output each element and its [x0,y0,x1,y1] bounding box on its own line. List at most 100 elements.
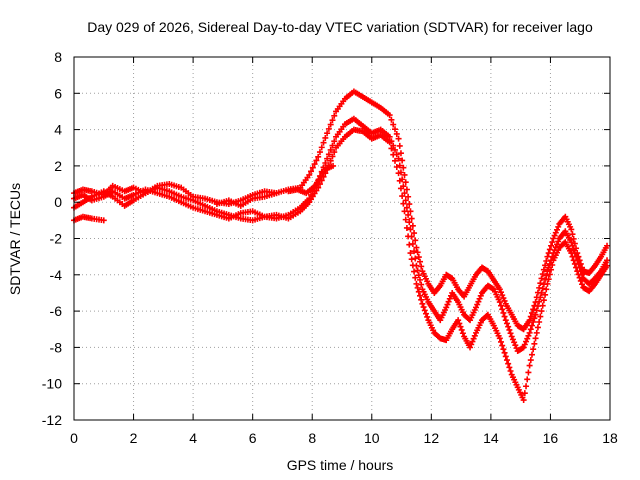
data-point [308,168,315,175]
data-point [327,146,334,153]
data-point [555,238,562,245]
data-point [400,164,407,171]
data-point [532,311,539,318]
data-point [390,121,397,128]
data-point [411,230,418,237]
data-point [524,376,531,383]
data-point [407,250,414,257]
data-point [445,298,452,305]
data-point [498,338,505,345]
data-point [499,306,506,313]
data-point [317,173,324,180]
x-tick-label: 18 [602,430,618,446]
data-point [550,235,557,242]
data-point [415,254,422,261]
data-point [604,262,611,269]
data-point [537,313,544,320]
data-point [537,280,544,287]
data-point [509,336,516,343]
data-point [399,193,406,200]
data-point [470,335,477,342]
data-point [469,338,476,345]
data-point [396,142,403,149]
data-point [571,260,578,267]
data-point [443,304,450,311]
data-point [417,258,424,265]
data-point [306,171,313,178]
data-point [496,299,503,306]
data-point [319,169,326,176]
data-point [405,193,412,200]
data-point [553,241,560,248]
data-point [322,159,329,166]
data-point [315,153,322,160]
data-point [499,292,506,299]
data-point [395,170,402,177]
series-track-3 [71,126,611,404]
data-point [316,149,323,156]
data-point [526,317,533,324]
data-point [542,262,549,269]
data-point [526,329,533,336]
data-point [570,257,577,264]
data-point [548,242,555,249]
data-point [402,197,409,204]
data-point [512,342,519,349]
data-point [395,135,402,142]
data-point [403,186,410,193]
data-point [544,268,551,275]
data-point [530,318,537,325]
y-tick-label: -6 [50,303,63,319]
data-point [318,177,325,184]
y-axis-label: SDTVAR / TECUs [7,183,23,295]
data-point [527,326,534,333]
data-point [511,339,518,346]
data-point [548,266,555,273]
data-point [500,309,507,316]
data-point [503,357,510,364]
series-track-4 [71,213,107,224]
data-point [397,150,404,157]
data-point [392,146,399,153]
data-point [386,112,393,119]
data-point [528,309,535,316]
data-point [527,357,534,364]
y-tick-label: 6 [54,85,62,101]
data-point [386,139,393,146]
data-point [331,112,338,119]
data-point [505,323,512,330]
data-point [506,326,513,333]
data-point [315,176,322,183]
data-point [413,244,420,251]
data-point [526,362,533,369]
data-point [446,295,453,302]
data-point [444,301,451,308]
data-point [538,308,545,315]
data-point [576,274,583,281]
series-track-5 [285,162,337,197]
data-point [421,307,428,314]
data-point [401,208,408,215]
data-point [538,275,545,282]
data-point [569,253,576,260]
data-point [458,326,465,333]
data-point [413,280,420,287]
data-point [468,341,475,348]
x-tick-label: 10 [364,430,380,446]
data-point [477,292,484,299]
y-tick-label: -2 [50,231,63,247]
data-point [540,266,547,273]
data-point [411,248,418,255]
data-point [531,315,538,322]
data-point [415,288,422,295]
data-point [407,208,414,215]
data-point [507,367,514,374]
data-point [467,344,474,351]
data-point [527,313,534,320]
y-tick-label: -10 [42,376,62,392]
x-tick-label: 12 [424,430,440,446]
data-point [525,369,532,376]
data-point [536,318,543,325]
data-point [507,330,514,337]
